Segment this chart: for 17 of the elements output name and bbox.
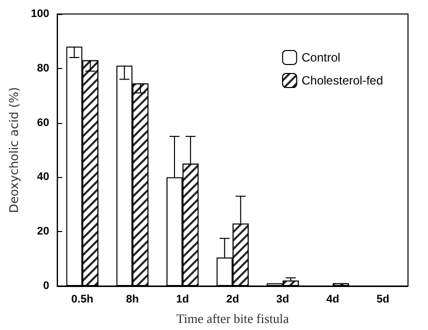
y-tick-label: 60 (37, 116, 50, 129)
y-tick-label: 40 (37, 171, 50, 184)
x-tick-label: 2d (226, 294, 240, 306)
legend-label: Cholesterol-fed (302, 74, 383, 88)
x-tick-label: 3d (276, 294, 290, 306)
x-axis-title: Time after bite fistula (176, 311, 290, 326)
x-tick-label: 5d (376, 294, 390, 306)
y-tick-label: 80 (37, 62, 50, 74)
legend-label: Control (302, 50, 340, 64)
y-tick-label: 20 (37, 226, 50, 238)
x-tick-label: 8h (126, 294, 140, 306)
x-tick-label: 0.5h (71, 294, 94, 306)
x-tick-label: 1d (176, 294, 189, 306)
x-tick-label: 4d (326, 294, 340, 306)
y-tick-label: 0 (43, 280, 50, 292)
y-axis-title: Deoxycholic acid (%) (7, 87, 21, 213)
y-tick-label: 100 (30, 8, 50, 20)
